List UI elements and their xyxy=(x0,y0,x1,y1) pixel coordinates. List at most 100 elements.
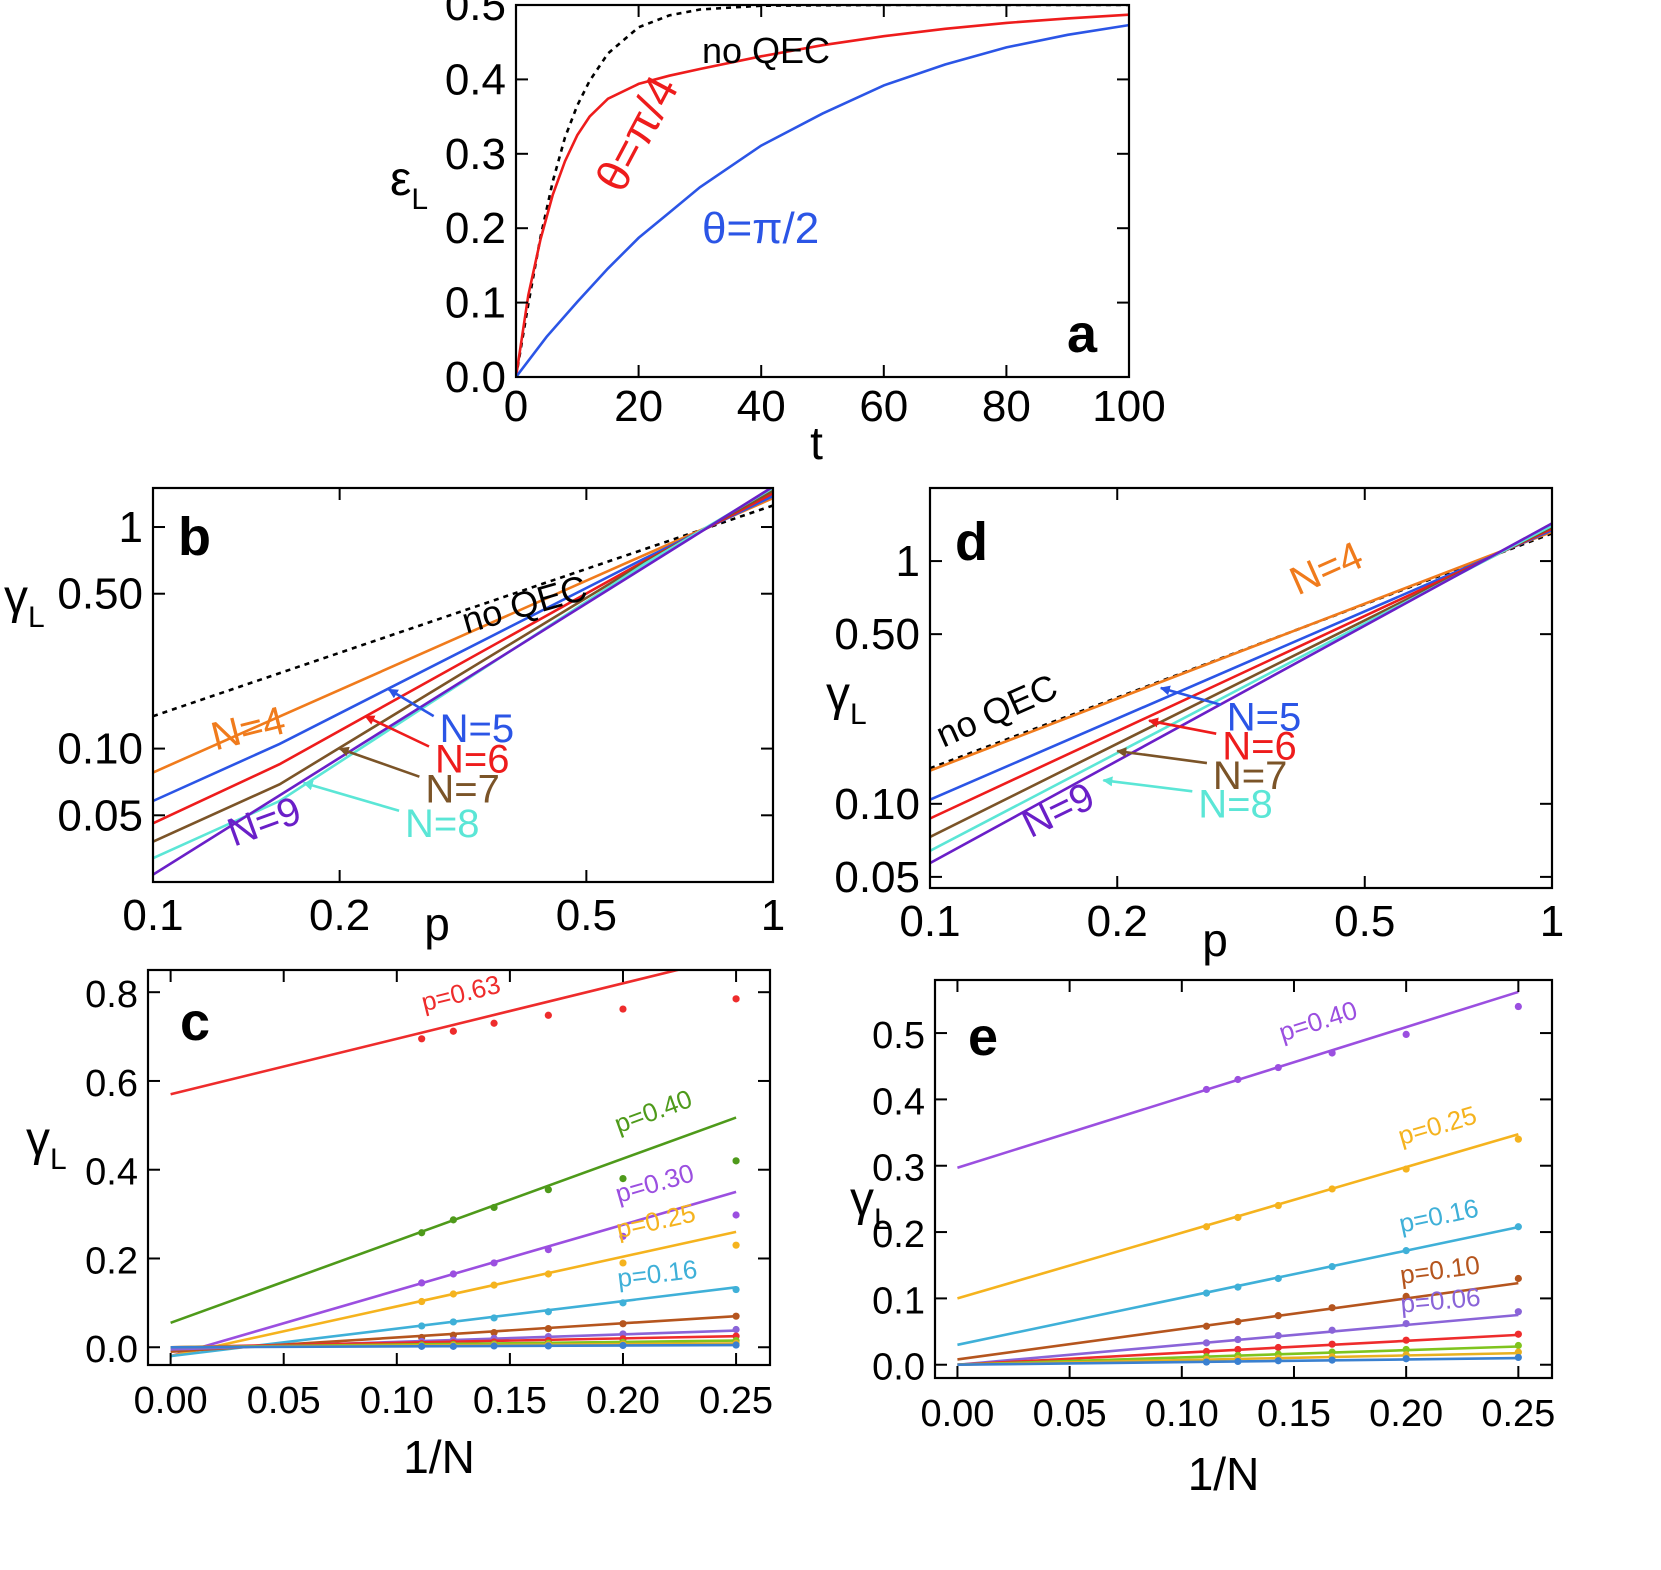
series-arrow xyxy=(387,688,435,718)
series-label: N=7 xyxy=(425,768,500,812)
plot-area-b xyxy=(153,488,773,876)
y-tick-label: 0.50 xyxy=(834,610,920,659)
y-tick-label: 0.6 xyxy=(85,1063,138,1105)
series-line xyxy=(516,5,1129,377)
series-label: θ=π/4 xyxy=(585,67,688,200)
data-point xyxy=(1514,1274,1522,1283)
y-tick-label: 0.10 xyxy=(57,725,143,774)
y-axis-label: γL xyxy=(26,1113,67,1176)
x-tick-label: 1 xyxy=(1540,897,1564,946)
data-point xyxy=(1274,1312,1282,1320)
data-point xyxy=(544,1186,552,1194)
y-axis-label: εL xyxy=(390,153,428,216)
series-arrow xyxy=(302,780,400,813)
data-point xyxy=(490,1203,498,1212)
panel-e-frame xyxy=(933,978,1554,1380)
x-tick-label: 0 xyxy=(504,382,528,431)
data-point xyxy=(1328,1340,1336,1348)
x-tick-label: 0.10 xyxy=(360,1380,434,1422)
x-axis-label: p xyxy=(424,898,450,950)
panel-a: 0 20 40 60 80 100 0.0 0.1 0.2 0.3 0.4 0.5 t εL a no QEC… xyxy=(390,0,1166,469)
data-point xyxy=(1514,1348,1522,1356)
x-tick-label: 0.15 xyxy=(1257,1393,1331,1435)
data-point xyxy=(449,1027,457,1035)
data-point xyxy=(619,1259,627,1267)
series-label: N=6 xyxy=(1222,725,1297,769)
data-point xyxy=(732,1285,740,1294)
series-label: p=0.25 xyxy=(1395,1100,1480,1151)
data-point xyxy=(449,1216,457,1224)
y-tick-label: 0.5 xyxy=(872,1015,925,1057)
data-point xyxy=(1202,1347,1211,1356)
data-point xyxy=(1234,1283,1242,1291)
series-line xyxy=(153,488,773,876)
x-tick-label: 0.20 xyxy=(1369,1393,1443,1435)
series-label: p=0.06 xyxy=(1399,1282,1482,1319)
data-point xyxy=(732,1325,740,1334)
series-label: θ=π/2 xyxy=(702,204,819,253)
data-point xyxy=(1514,1135,1522,1143)
panel-a-frame xyxy=(514,3,1131,379)
series-arrow xyxy=(1102,776,1193,793)
series-label: no QEC xyxy=(930,666,1064,756)
x-tick-label: 0.20 xyxy=(586,1380,660,1422)
data-point xyxy=(1402,1165,1410,1173)
y-tick-label: 1 xyxy=(119,503,143,552)
data-point xyxy=(619,1232,627,1240)
data-point xyxy=(449,1318,457,1326)
data-point xyxy=(619,1341,627,1350)
data-point xyxy=(1328,1326,1336,1334)
data-point xyxy=(1274,1201,1282,1210)
x-tick-label: 80 xyxy=(982,382,1031,431)
series-line xyxy=(930,527,1552,820)
series-label: p=0.16 xyxy=(1396,1193,1481,1239)
x-axis-label: 1/N xyxy=(1188,1448,1260,1500)
panel-c-frame xyxy=(146,968,772,1367)
data-point xyxy=(490,1342,498,1350)
panel-b-frame xyxy=(151,486,775,884)
data-point xyxy=(449,1270,457,1278)
data-point xyxy=(1202,1339,1211,1347)
series-label: p=0.16 xyxy=(616,1254,699,1293)
data-point xyxy=(1274,1274,1282,1283)
y-tick-label: 0.2 xyxy=(872,1214,925,1256)
series-line xyxy=(516,23,1129,377)
x-tick-label: 60 xyxy=(859,382,908,431)
data-point xyxy=(1514,1353,1522,1362)
data-point xyxy=(1234,1075,1242,1084)
series-label: N=4 xyxy=(1283,533,1369,603)
data-point xyxy=(619,1320,627,1328)
data-point xyxy=(732,1312,740,1320)
data-point xyxy=(1328,1262,1336,1271)
data-point xyxy=(732,1241,740,1249)
series-label: p=0.40 xyxy=(610,1083,696,1139)
data-point xyxy=(1274,1331,1282,1340)
y-tick-label: 0.0 xyxy=(445,353,506,402)
data-point xyxy=(544,1011,552,1019)
data-point xyxy=(1402,1355,1410,1363)
data-point xyxy=(418,1035,426,1043)
data-point xyxy=(619,1005,627,1013)
data-point xyxy=(1402,1345,1410,1354)
data-point xyxy=(732,995,740,1003)
data-point xyxy=(1328,1356,1336,1364)
series-arrow xyxy=(1159,685,1222,706)
data-point xyxy=(544,1270,552,1278)
series-label: N=4 xyxy=(207,699,290,760)
data-point xyxy=(1234,1318,1242,1326)
y-tick-label: 0.8 xyxy=(85,974,138,1016)
data-point xyxy=(1274,1343,1282,1352)
data-point xyxy=(1202,1223,1211,1231)
x-tick-label: 0.00 xyxy=(920,1393,994,1435)
y-tick-label: 0.0 xyxy=(85,1329,138,1371)
y-tick-label: 0.50 xyxy=(57,570,143,619)
panel-label: d xyxy=(955,512,988,572)
y-tick-label: 0.05 xyxy=(57,791,143,840)
series-label: N=5 xyxy=(440,707,515,751)
series-line xyxy=(153,496,773,774)
y-tick-label: 0.3 xyxy=(445,130,506,179)
y-tick-label: 0.1 xyxy=(872,1280,925,1322)
data-point xyxy=(1328,1185,1336,1193)
y-tick-label: 0.1 xyxy=(445,279,506,328)
panel-label: e xyxy=(968,1007,998,1067)
